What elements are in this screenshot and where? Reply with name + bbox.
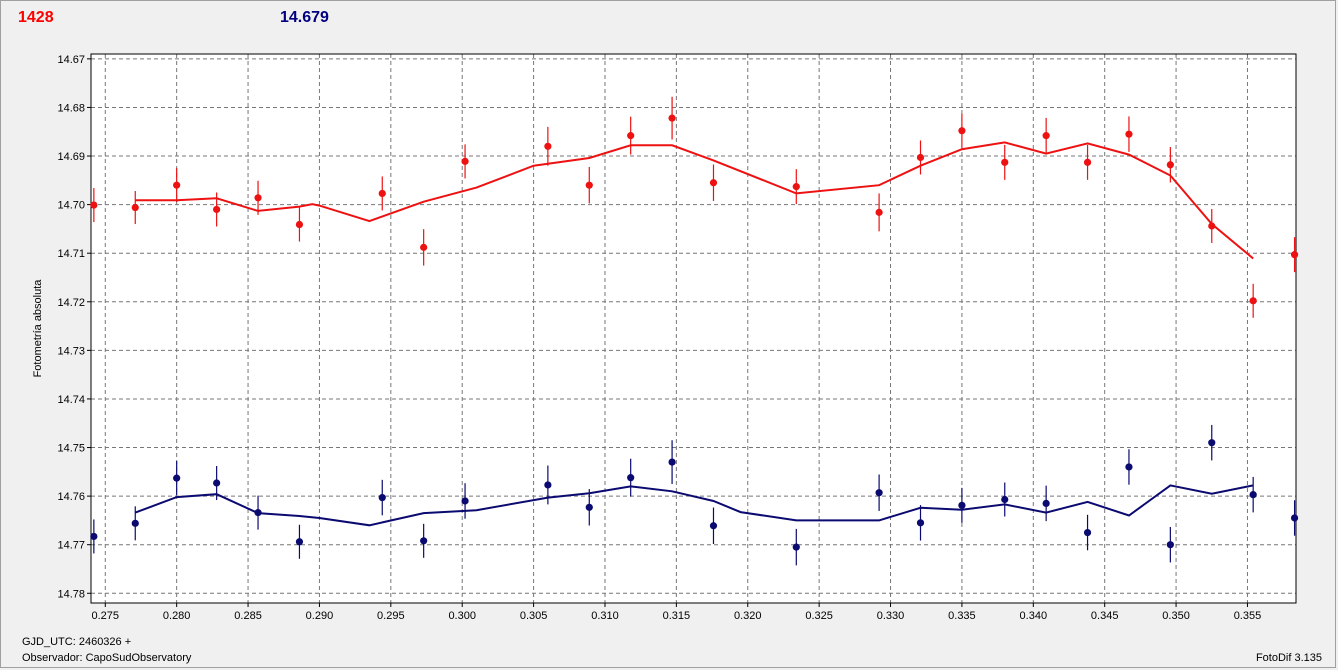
y-tick-label: 14.76 — [57, 491, 85, 503]
data-point — [378, 493, 386, 502]
y-tick-label: 14.67 — [57, 54, 85, 66]
data-point — [958, 501, 966, 509]
x-tick-label: 0.325 — [805, 610, 833, 622]
y-tick-label: 14.71 — [57, 248, 85, 260]
data-point — [709, 522, 718, 530]
data-point — [916, 519, 925, 527]
x-tick-label: 0.290 — [306, 610, 334, 622]
y-tick-label: 14.74 — [57, 394, 85, 406]
data-point — [90, 532, 98, 541]
data-point — [295, 538, 304, 546]
x-tick-label: 0.335 — [948, 610, 976, 622]
y-tick-label: 14.69 — [57, 151, 85, 163]
x-tick-label: 0.355 — [1234, 610, 1262, 622]
data-point — [173, 181, 181, 189]
x-tick-label: 0.300 — [448, 610, 476, 622]
x-tick-label: 0.305 — [520, 610, 548, 622]
data-point — [668, 458, 676, 466]
data-point — [875, 489, 883, 497]
data-point — [1166, 161, 1174, 169]
y-axis-label: Fotometría absoluta — [32, 279, 44, 378]
data-point — [585, 181, 593, 189]
data-point — [213, 479, 221, 487]
data-point — [1125, 463, 1133, 471]
data-point — [173, 474, 181, 482]
x-tick-label: 0.280 — [163, 610, 191, 622]
data-point — [1042, 499, 1050, 508]
y-tick-label: 14.73 — [57, 345, 85, 357]
x-tick-label: 0.320 — [734, 610, 762, 622]
y-tick-label: 14.77 — [57, 540, 85, 552]
data-point — [1249, 297, 1257, 305]
data-point — [585, 503, 593, 511]
data-point — [544, 142, 552, 150]
data-point — [1001, 158, 1009, 166]
data-point — [792, 183, 800, 191]
observer-label: Observador: CapoSudObservatory — [22, 652, 192, 664]
fit-line-series-1 — [135, 141, 1254, 260]
data-point — [420, 537, 428, 545]
data-point — [627, 132, 635, 140]
data-point — [131, 519, 139, 527]
data-point — [1125, 130, 1133, 138]
data-point — [213, 205, 221, 214]
x-tick-label: 0.350 — [1162, 610, 1190, 622]
y-tick-label: 14.72 — [57, 297, 85, 309]
data-point — [916, 153, 925, 162]
data-point — [544, 481, 552, 489]
data-point — [1083, 158, 1092, 166]
y-tick-label: 14.70 — [57, 200, 85, 212]
y-tick-label: 14.75 — [57, 443, 85, 455]
gjd-label: GJD_UTC: 2460326 + — [22, 636, 132, 648]
data-point — [254, 194, 262, 202]
x-tick-label: 0.345 — [1091, 610, 1119, 622]
data-point — [627, 474, 635, 482]
data-point — [295, 220, 304, 229]
x-tick-label: 0.275 — [92, 610, 120, 622]
x-tick-label: 0.340 — [1020, 610, 1048, 622]
header-value-red: 1428 — [18, 9, 54, 26]
version-label: FotoDif 3.135 — [1255, 652, 1322, 664]
data-point — [1290, 251, 1299, 259]
data-point — [254, 509, 262, 517]
data-point — [668, 114, 676, 122]
x-tick-label: 0.295 — [377, 610, 405, 622]
plot-border — [90, 53, 1297, 604]
data-point — [131, 203, 139, 212]
data-point — [958, 127, 966, 135]
data-point — [420, 243, 428, 251]
x-tick-label: 0.285 — [234, 610, 262, 622]
x-tick-label: 0.315 — [663, 610, 691, 622]
header-value-blue: 14.679 — [280, 9, 329, 26]
data-point — [461, 497, 469, 505]
data-point — [1208, 439, 1216, 447]
x-tick-label: 0.330 — [877, 610, 905, 622]
data-point — [1001, 495, 1009, 504]
data-point — [875, 208, 883, 216]
data-point — [90, 201, 98, 209]
data-point — [709, 179, 718, 187]
data-point — [792, 543, 800, 551]
data-point — [1042, 132, 1050, 140]
y-tick-label: 14.78 — [57, 588, 85, 600]
data-point — [1290, 514, 1299, 522]
x-tick-label: 0.310 — [591, 610, 619, 622]
data-point — [1208, 222, 1216, 230]
data-point — [461, 157, 469, 165]
fit-line-series-2 — [134, 484, 1254, 527]
y-tick-label: 14.68 — [57, 102, 85, 114]
data-point — [1083, 528, 1092, 537]
data-point — [378, 189, 386, 198]
data-point — [1166, 541, 1174, 549]
plot-area — [91, 54, 1296, 603]
data-point — [1249, 491, 1257, 499]
